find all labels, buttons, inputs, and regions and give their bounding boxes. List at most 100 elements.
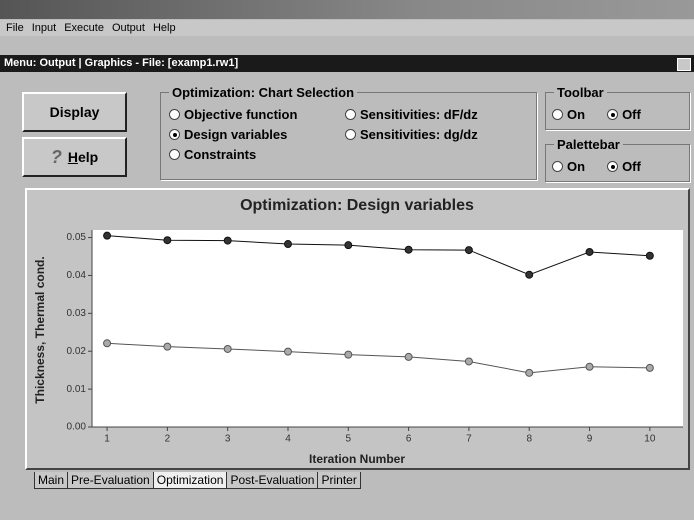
x-tick-label: 4: [285, 434, 291, 445]
radio-option[interactable]: Design variables: [169, 127, 345, 142]
x-tick-label: 9: [587, 434, 593, 445]
radio-label: Off: [622, 159, 641, 174]
radio-label: Design variables: [184, 127, 288, 142]
radio-option[interactable]: On: [552, 107, 585, 122]
x-tick-label: 10: [644, 434, 656, 445]
radio-dot: [552, 161, 563, 172]
x-tick-label: 2: [165, 434, 171, 445]
group-title: Palettebar: [554, 137, 623, 152]
x-tick-label: 3: [225, 434, 231, 445]
group-title: Toolbar: [554, 85, 607, 100]
data-point: [464, 246, 473, 255]
data-point: [525, 270, 534, 279]
chart-panel: Optimization: Design variables Iteration…: [25, 188, 690, 470]
data-point: [525, 368, 534, 377]
x-tick-label: 6: [406, 434, 412, 445]
radio-dot: [345, 129, 356, 140]
radio-option[interactable]: Constraints: [169, 147, 345, 162]
tab[interactable]: Printer: [317, 472, 361, 489]
data-point: [283, 347, 292, 356]
y-axis-label: Thickness, Thermal cond.: [33, 256, 47, 403]
chart-title: Optimization: Design variables: [240, 197, 474, 214]
radio-label: Off: [622, 107, 641, 122]
display-button[interactable]: Display: [22, 92, 127, 132]
radio-label: On: [567, 107, 586, 122]
data-point: [163, 236, 172, 245]
radio-label: Objective function: [184, 107, 298, 122]
x-tick-label: 1: [104, 434, 110, 445]
menu-item[interactable]: Input: [31, 22, 57, 34]
help-icon: ?: [50, 146, 62, 167]
radio-label: Constraints: [184, 147, 257, 162]
options: On Off: [552, 107, 641, 122]
tab-strip: Main Pre-Evaluation Optimization Post-Evalu…: [34, 472, 361, 489]
chart-selection-group: Optimization: Chart Selection Objective …: [160, 85, 537, 180]
menu-item[interactable]: Output: [111, 22, 145, 34]
radio-dot: [169, 109, 180, 120]
radio-option[interactable]: Objective function: [169, 107, 345, 122]
tab[interactable]: Main: [34, 472, 69, 489]
x-tick-label: 8: [526, 434, 532, 445]
radio-dot: [607, 161, 619, 172]
plot-area: [92, 230, 683, 427]
tab[interactable]: Pre-Evaluation: [67, 472, 154, 489]
x-tick-label: 5: [346, 434, 352, 445]
data-point: [645, 251, 654, 260]
tab[interactable]: Post-Evaluation: [226, 472, 319, 489]
radio-label: Sensitivities: dF/dz: [360, 107, 478, 122]
data-point: [645, 363, 654, 372]
chart: Optimization: Design variables Iteration…: [33, 197, 683, 466]
series-line: [107, 342, 650, 374]
radio-option[interactable]: Off: [607, 107, 641, 122]
radio-dot: [345, 109, 356, 120]
radio-label: On: [567, 159, 586, 174]
y-tick-label: 0.02: [67, 346, 87, 357]
tab[interactable]: Optimization: [152, 472, 228, 489]
radio-option[interactable]: Off: [607, 159, 641, 174]
radio-dot: [607, 109, 619, 120]
data-point: [404, 245, 413, 254]
radio-dot: [169, 129, 180, 140]
help-button[interactable]: ? Help: [22, 137, 127, 177]
radio-option[interactable]: Sensitivities: dF/dz: [345, 107, 535, 122]
data-point: [103, 231, 112, 240]
y-tick-label: 0.01: [67, 384, 87, 395]
subtitle-bar: Menu: Output | Graphics - File: [examp1.…: [0, 55, 694, 72]
data-point: [223, 236, 232, 245]
options: Objective function Sensitivities: dF/dz De…: [169, 107, 535, 162]
series-line: [107, 235, 650, 276]
y-tick-label: 0.00: [67, 422, 87, 433]
y-tick-label: 0.03: [67, 308, 87, 319]
data-point: [163, 342, 172, 351]
menu-item[interactable]: Execute: [64, 22, 104, 34]
y-tick-label: 0.05: [67, 232, 87, 243]
button-label: Help: [67, 149, 99, 165]
radio-option[interactable]: Sensitivities: dg/dz: [345, 127, 535, 142]
menu-item[interactable]: File: [6, 22, 24, 34]
radio-option[interactable]: On: [552, 159, 585, 174]
radio-dot: [552, 109, 563, 120]
y-tick-label: 0.04: [67, 270, 87, 281]
toolbar-group: Toolbar On Off: [545, 85, 690, 130]
close-button[interactable]: [677, 58, 691, 71]
data-point: [223, 344, 232, 353]
data-point: [585, 247, 594, 256]
button-label: Display: [49, 104, 100, 120]
data-point: [585, 362, 594, 371]
x-tick-label: 7: [466, 434, 472, 445]
data-point: [464, 357, 473, 366]
palettebar-group: Palettebar On Off: [545, 137, 690, 182]
menu-bar: File Input Execute Output Help: [0, 20, 694, 36]
options: On Off: [552, 159, 641, 174]
data-point: [344, 241, 353, 250]
radio-dot: [169, 149, 180, 160]
radio-label: Sensitivities: dg/dz: [360, 127, 478, 142]
group-title: Optimization: Chart Selection: [169, 85, 358, 100]
title-bar: [0, 0, 694, 19]
data-point: [103, 339, 112, 348]
data-point: [283, 240, 292, 249]
data-point: [404, 352, 413, 361]
x-axis-label: Iteration Number: [309, 452, 405, 466]
data-point: [344, 350, 353, 359]
menu-item[interactable]: Help: [152, 22, 176, 34]
